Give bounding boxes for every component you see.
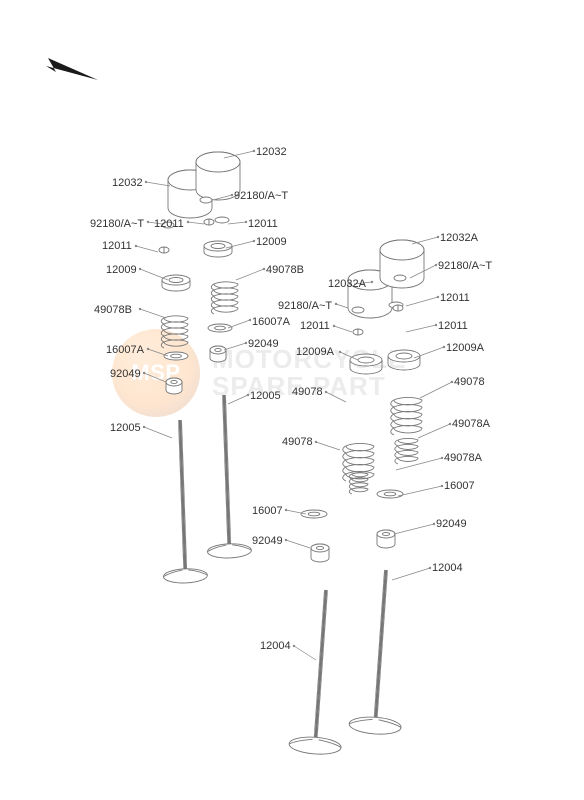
- part-label: 49078A: [444, 452, 482, 464]
- part-label: 92180/A~T: [438, 260, 492, 272]
- part-label: 12009A: [296, 346, 334, 358]
- part-label: 16007A: [252, 316, 290, 328]
- part-label: 16007A: [106, 344, 144, 356]
- part-label: 92049: [436, 518, 467, 530]
- part-label: 12009A: [446, 342, 484, 354]
- part-label: 49078A: [452, 418, 490, 430]
- part-label: 49078: [282, 436, 313, 448]
- part-label: 49078: [292, 386, 323, 398]
- part-label: 49078: [454, 376, 485, 388]
- part-label: 12032A: [440, 232, 478, 244]
- part-label: 12005: [250, 390, 281, 402]
- part-label: 12011: [300, 320, 330, 332]
- part-label: 92180/A~T: [278, 300, 332, 312]
- front-arrow-icon: [46, 58, 98, 80]
- part-label: 12009: [106, 264, 137, 276]
- part-label: 92180/A~T: [234, 190, 288, 202]
- part-label: 12011: [438, 320, 468, 332]
- part-label: 16007: [444, 480, 475, 492]
- part-label: 12032: [256, 146, 287, 158]
- part-label: 12005: [110, 422, 141, 434]
- part-label: 12009: [256, 236, 287, 248]
- part-label: 49078B: [94, 304, 132, 316]
- part-label: 12004: [260, 640, 291, 652]
- part-label: 12011: [440, 292, 470, 304]
- diagram-svg: [0, 0, 584, 800]
- part-label: 16007: [252, 505, 283, 517]
- parts-layer: [158, 152, 424, 756]
- part-label: 12011: [102, 240, 132, 252]
- part-label: 92049: [110, 368, 141, 380]
- part-label: 92180/A~T: [90, 218, 144, 230]
- part-label: 92049: [252, 535, 283, 547]
- part-label: 12032A: [328, 278, 366, 290]
- part-label: 92049: [248, 338, 279, 350]
- part-label: 12032: [112, 177, 143, 189]
- part-label: 12011: [154, 218, 184, 230]
- part-label: 49078B: [266, 264, 304, 276]
- part-label: 12011: [248, 218, 278, 230]
- part-label: 12004: [432, 562, 463, 574]
